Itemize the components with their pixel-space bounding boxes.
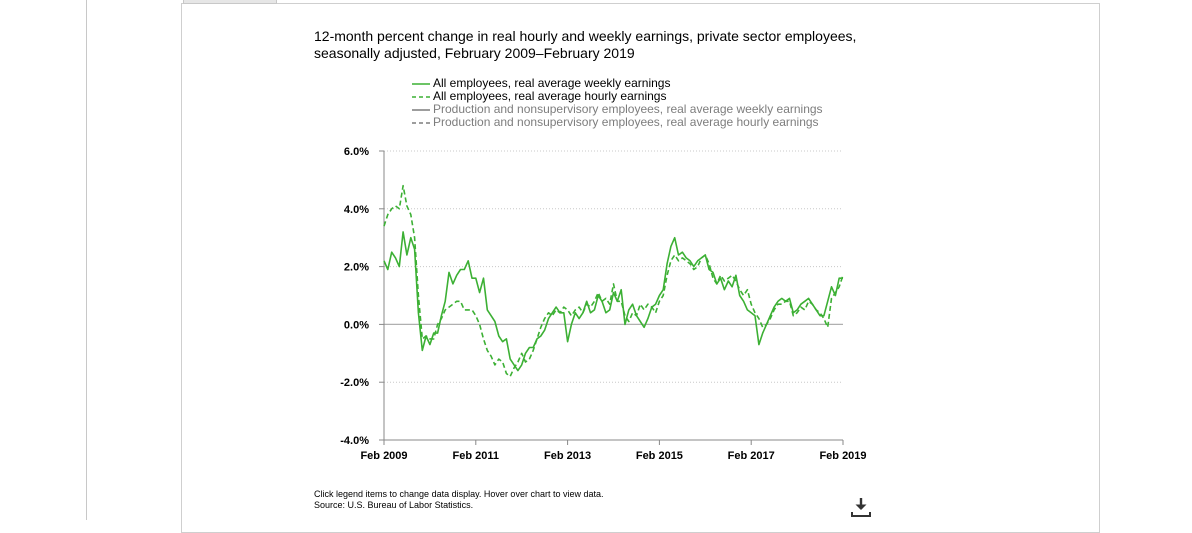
legend-item[interactable]: Production and nonsupervisory employees,… xyxy=(412,116,823,129)
legend: All employees, real average weekly earni… xyxy=(412,77,823,129)
legend-label: Production and nonsupervisory employees,… xyxy=(433,115,819,129)
download-button[interactable] xyxy=(849,495,873,519)
y-tick-label: -2.0% xyxy=(340,377,369,389)
tab[interactable] xyxy=(183,0,277,4)
legend-swatch xyxy=(412,108,430,111)
legend-item[interactable]: All employees, real average hourly earni… xyxy=(412,90,823,103)
y-tick-label: 2.0% xyxy=(344,262,369,274)
legend-label: Production and nonsupervisory employees,… xyxy=(433,102,823,116)
y-tick-label: -4.0% xyxy=(340,435,369,447)
series-line-0 xyxy=(383,231,843,372)
x-tick-label: Feb 2015 xyxy=(636,450,683,462)
legend-swatch xyxy=(412,95,430,98)
series-line-1 xyxy=(383,184,844,378)
chart-panel xyxy=(181,3,1100,533)
legend-label: All employees, real average hourly earni… xyxy=(433,89,667,103)
legend-label: All employees, real average weekly earni… xyxy=(433,76,671,90)
x-tick-label: Feb 2009 xyxy=(360,450,407,462)
legend-item[interactable]: Production and nonsupervisory employees,… xyxy=(412,103,823,116)
y-tick-label: 4.0% xyxy=(344,204,369,216)
download-icon xyxy=(851,498,871,517)
x-tick-label: Feb 2019 xyxy=(819,450,866,462)
legend-swatch xyxy=(412,121,430,124)
y-tick-label: 0.0% xyxy=(344,319,369,331)
x-tick-label: Feb 2013 xyxy=(544,450,591,462)
line-chart[interactable]: 6.0% 4.0% 2.0% 0.0% -2.0% -4.0% Feb 2009 Feb 20… xyxy=(0,0,1192,520)
legend-swatch xyxy=(412,82,430,85)
chart-title: 12-month percent change in real hourly a… xyxy=(314,28,857,61)
page-border-left xyxy=(86,0,87,520)
chart-instructions: Click legend items to change data displa… xyxy=(314,489,604,499)
x-tick-label: Feb 2011 xyxy=(453,450,499,462)
y-tick-label: 6.0% xyxy=(344,146,369,158)
legend-item[interactable]: All employees, real average weekly earni… xyxy=(412,77,823,90)
source-note: Source: U.S. Bureau of Labor Statistics. xyxy=(314,500,474,510)
x-tick-label: Feb 2017 xyxy=(728,450,775,462)
